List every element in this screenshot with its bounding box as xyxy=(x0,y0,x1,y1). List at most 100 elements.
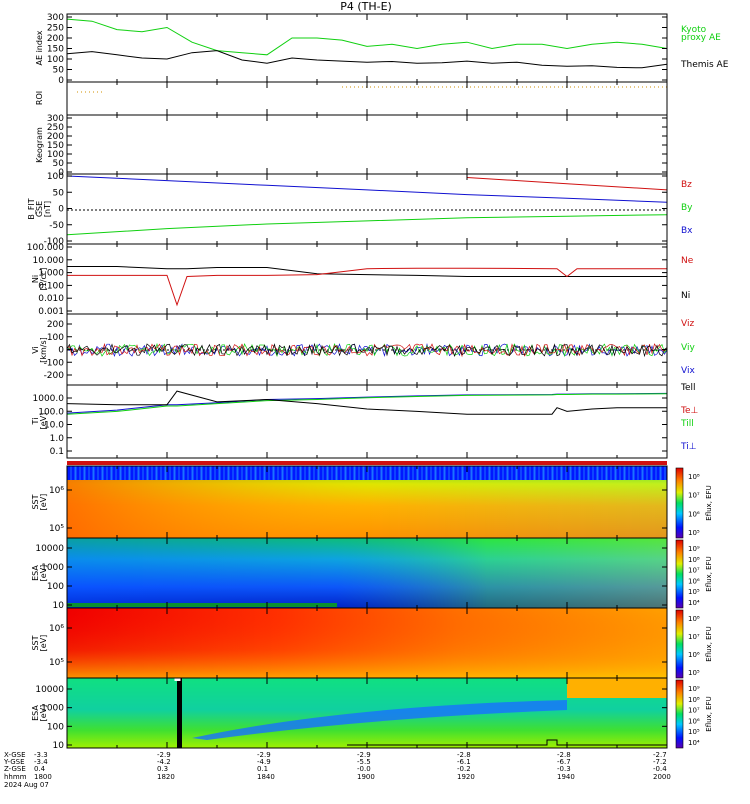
esa_e-y-axis-title: [eV] xyxy=(39,705,48,722)
esa-ion-colorbar xyxy=(675,539,684,609)
keogram-y-tick-label: 200 xyxy=(47,132,64,142)
density-panel-frame xyxy=(66,243,668,315)
density-legend-1: Ni xyxy=(681,291,690,301)
esa-electron-colorbar-tick: 10⁶ xyxy=(688,717,700,725)
ae-y-tick-label: 50 xyxy=(53,66,65,76)
velocity-y-tick-label: 100 xyxy=(47,333,64,343)
bfield-legend-1: By xyxy=(681,203,693,213)
esa-ion-colorbar-tick: 10⁵ xyxy=(688,588,700,596)
sst-ion-colorbar-tick: 10⁷ xyxy=(688,492,700,500)
esa_i-y-axis-title: [eV] xyxy=(39,565,48,582)
sst-ion-colorbar-tick: 10⁵ xyxy=(688,529,700,537)
footer-y-gse: -4.2 xyxy=(157,758,171,766)
sst-electron-colorbar-tick: 10⁶ xyxy=(688,651,700,659)
keogram-y-tick-label: 0 xyxy=(58,168,64,178)
ae-legend-1: proxy AE xyxy=(681,33,721,43)
esa-electron-colorbar-label: Eflux, EFU xyxy=(705,696,713,731)
ae-kyoto-line xyxy=(66,18,668,56)
temperature-legend-1: Te⊥ xyxy=(680,406,699,416)
plot-title: P4 (TH-E) xyxy=(340,0,392,13)
ae-panel-frame xyxy=(66,13,668,83)
ae-y-tick-label: 250 xyxy=(47,24,64,34)
esa-electron-colorbar-tick: 10⁵ xyxy=(688,728,700,736)
ae-themis-line xyxy=(66,50,668,69)
status-bar xyxy=(67,461,667,465)
bfield-y-tick-label: 0 xyxy=(58,205,64,215)
temperature-legend-0: Tell xyxy=(680,383,696,393)
footer-y-gse: -5.5 xyxy=(357,758,371,766)
density-y-tick-label: 100.000 xyxy=(27,243,64,253)
esa-electron-colorbar-tick: 10⁴ xyxy=(688,739,700,747)
esa_e-y-axis-title: ESA xyxy=(31,705,40,721)
esa_i-y-tick-label: 10000 xyxy=(35,544,64,554)
velocity-legend-1: Viy xyxy=(681,343,695,353)
footer-row-label: Z-GSE xyxy=(4,765,26,773)
footer-y-gse: -7.2 xyxy=(653,758,667,766)
velocity-y-tick-label: -100 xyxy=(44,358,65,368)
esa_e-y-tick-label: 10000 xyxy=(35,685,64,695)
bfield-y-tick-label: -100 xyxy=(44,237,65,247)
bfield-legend-2: Bx xyxy=(681,226,693,236)
sst_e-y-axis-title: [eV] xyxy=(39,635,48,652)
esa_e-y-tick-label: 10 xyxy=(53,741,65,751)
temperature-y-tick-label: 100.0 xyxy=(38,407,64,417)
esa_e-y-tick-label: 100 xyxy=(47,722,64,732)
bfield-y-axis-title: B_FIT xyxy=(27,198,36,219)
density-y-tick-label: 10.000 xyxy=(33,256,65,266)
velocity-ve-line xyxy=(66,342,668,358)
footer-z-gse: 0.3 xyxy=(157,765,168,773)
footer-y-gse: -6.7 xyxy=(557,758,571,766)
sst-ion-colorbar xyxy=(675,467,684,539)
footer-x-gse: -2.9 xyxy=(157,751,171,759)
sst-electron-colorbar-label: Eflux, EFU xyxy=(705,626,713,661)
velocity-y-tick-label: -200 xyxy=(44,371,65,381)
temperature-y-tick-label: 1000.0 xyxy=(33,394,65,404)
sst_e-y-axis-title: SST xyxy=(31,635,40,650)
density-legend-0: Ne xyxy=(681,256,694,266)
temperature-y-axis-title: Ti xyxy=(31,418,40,426)
footer-hhmm: 2000 xyxy=(653,773,671,781)
ae-y-tick-label: 150 xyxy=(47,45,64,55)
sst-ion-colorbar-tick: 10⁶ xyxy=(688,510,700,518)
keogram-y-tick-label: 300 xyxy=(47,114,64,124)
ae-legend-2: Themis AE xyxy=(680,60,729,70)
esa-electron-colorbar-tick: 10⁷ xyxy=(688,707,700,715)
footer-x-gse: -2.7 xyxy=(653,751,667,759)
footer-row-label: Y-GSE xyxy=(3,758,25,766)
velocity-y-tick-label: 0 xyxy=(58,346,64,356)
esa-ion-overlay xyxy=(67,538,667,608)
temperature-panel-frame xyxy=(66,384,668,459)
footer-hhmm: 1840 xyxy=(257,773,275,781)
keogram-y-axis-title: Keogram xyxy=(35,127,44,163)
esa-electron-gap-cap xyxy=(174,678,181,681)
footer-z-gse: 0.1 xyxy=(257,765,268,773)
sst-ion-colorbar-label: Eflux, EFU xyxy=(705,485,713,520)
esa-electron-gap xyxy=(177,678,182,748)
sst_e-y-tick-label: 10⁵ xyxy=(49,658,64,668)
temperature-legend-2: Till xyxy=(680,419,694,429)
footer-z-gse: -0.4 xyxy=(653,765,667,773)
sst_i-y-axis-title: SST xyxy=(31,494,40,509)
sst_i-y-tick-label: 10⁵ xyxy=(49,524,64,534)
esa-electron-hot-region xyxy=(567,678,667,698)
temperature-y-tick-label: 1.0 xyxy=(50,434,65,444)
bfield-by-line xyxy=(66,214,668,236)
esa-ion-colorbar-tick: 10⁸ xyxy=(688,556,700,564)
velocity-y-tick-label: 200 xyxy=(47,320,64,330)
footer-hhmm: 1820 xyxy=(157,773,175,781)
bfield-bz-line xyxy=(466,177,668,191)
ae-legend-0: Kyoto xyxy=(681,25,707,35)
footer-row-label: 2024 Aug 07 xyxy=(4,781,49,789)
sst-electron-colorbar-tick: 10⁵ xyxy=(688,669,700,677)
temp-tipar-line xyxy=(66,393,668,415)
footer-x-gse: -2.9 xyxy=(257,751,271,759)
esa_i-y-tick-label: 1000 xyxy=(41,563,64,573)
roi-y-axis-title: ROI xyxy=(35,91,44,105)
esa-ion-low-band xyxy=(67,603,337,607)
footer-x-gse: -2.8 xyxy=(457,751,471,759)
velocity-legend-0: Viz xyxy=(681,319,694,329)
keogram-y-tick-label: 50 xyxy=(53,159,65,169)
esa-electron-colorbar-tick: 10⁹ xyxy=(688,685,700,693)
ae-y-tick-label: 100 xyxy=(47,55,64,65)
